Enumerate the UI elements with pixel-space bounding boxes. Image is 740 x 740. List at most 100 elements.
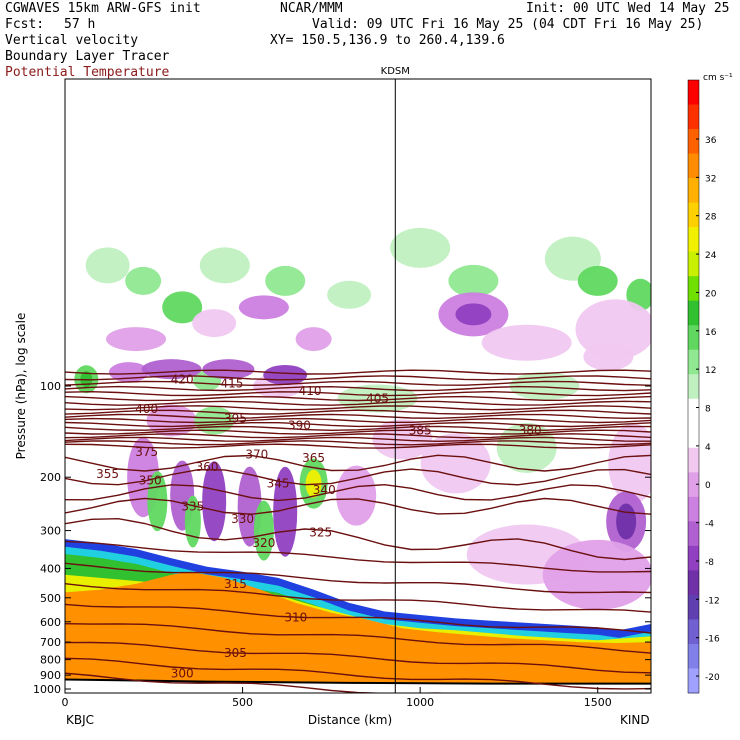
- velocity-blob: [577, 265, 618, 296]
- colorbar-tick-label: 0: [705, 481, 711, 491]
- x-tick-label: 500: [232, 696, 253, 709]
- field-boundary-layer: Boundary Layer Tracer: [5, 49, 170, 64]
- theta-contour: [65, 657, 651, 690]
- theta-contour: [65, 468, 651, 486]
- colorbar-swatch: [688, 227, 699, 253]
- theta-label: 420: [171, 372, 194, 386]
- theta-contour-labels: 420 415 410 405 400 395 390 385 380 375 370 365 360 3…: [96, 372, 542, 680]
- colorbar-swatch: [688, 668, 699, 694]
- theta-contour: [65, 421, 651, 428]
- colorbar-swatch: [688, 545, 699, 571]
- colorbar-tick-label: -12: [705, 596, 720, 606]
- theta-contour: [65, 405, 651, 411]
- valid-time: Valid: 09 UTC Fri 16 May 25 (04 CDT Fri …: [312, 17, 704, 32]
- colorbar-swatch: [688, 447, 699, 473]
- colorbar-tick-label: 24: [705, 251, 717, 261]
- colorbar-swatch: [688, 521, 699, 547]
- theta-label: 300: [171, 667, 194, 681]
- velocity-blob: [192, 309, 237, 338]
- theta-label: 315: [224, 577, 247, 591]
- colorbar-swatch: [688, 104, 699, 130]
- colorbar-swatch: [688, 349, 699, 375]
- theta-label: 370: [245, 447, 268, 461]
- theta-label: 320: [252, 536, 275, 550]
- colorbar-tick-label: 4: [705, 443, 711, 453]
- colorbar-tick-label: -20: [705, 673, 720, 683]
- velocity-blob: [390, 227, 451, 268]
- y-tick-label: 900: [40, 669, 61, 682]
- velocity-blob: [448, 264, 499, 297]
- theta-label: 330: [231, 512, 254, 526]
- theta-contour: [65, 413, 651, 420]
- xy-endpoints: XY= 150.5,136.9 to 260.4,139.6: [270, 33, 505, 48]
- axes: 0 500 1000 15001002003004005006007008009001…: [33, 380, 651, 709]
- velocity-blob: [372, 419, 433, 460]
- theta-contour: [65, 425, 651, 432]
- velocity-blob: [125, 266, 162, 295]
- y-tick-label: 500: [40, 592, 61, 605]
- colorbar-swatch: [688, 80, 699, 106]
- x-tick-label: 1000: [406, 696, 434, 709]
- theta-contour: [65, 540, 651, 573]
- init-time: Init: 00 UTC Wed 14 May 25: [526, 1, 730, 16]
- theta-contour: [65, 375, 651, 381]
- colorbar-swatch: [688, 153, 699, 179]
- theta-contour: [65, 562, 651, 594]
- theta-contour: [65, 390, 651, 397]
- theta-contour: [65, 417, 651, 424]
- theta-contour: [65, 385, 651, 392]
- velocity-blob: [184, 495, 201, 548]
- colorbar-swatch: [688, 619, 699, 645]
- theta-label: 410: [299, 384, 322, 398]
- colorbar-swatch: [688, 398, 699, 424]
- theta-contour: [65, 641, 651, 674]
- theta-label: 405: [366, 392, 389, 406]
- theta-label: 305: [224, 646, 247, 660]
- fcst-label: Fcst:: [5, 17, 45, 32]
- colorbar-swatch: [688, 594, 699, 620]
- theta-label: 375: [135, 445, 158, 459]
- velocity-blob: [575, 299, 651, 360]
- colorbar-tick-label: 8: [705, 405, 711, 415]
- theta-contour: [65, 517, 651, 561]
- colorbar-swatch: [688, 472, 699, 498]
- x-tick-label: 1500: [584, 696, 612, 709]
- velocity-blob: [199, 247, 250, 284]
- colorbar: 36 32 28 24 20 16 12 8 4 0 -4 -8 -12 -16 -20: [687, 79, 720, 694]
- velocity-blob: [162, 291, 203, 324]
- theta-contour: [65, 603, 651, 634]
- velocity-blob: [265, 265, 306, 296]
- colorbar-frame: [687, 79, 700, 694]
- colorbar-tick-label: 36: [705, 136, 717, 146]
- y-tick-label: 400: [40, 562, 61, 575]
- theta-label: 380: [519, 423, 542, 437]
- theta-label: 345: [267, 477, 290, 491]
- org-label: NCAR/MMM: [280, 1, 343, 16]
- colorbar-tick-label: -8: [705, 558, 714, 568]
- velocity-blob: [85, 247, 130, 284]
- theta-label: 335: [181, 500, 204, 514]
- colorbar-tick-label: -16: [705, 635, 720, 645]
- y-tick-label: 100: [40, 380, 61, 393]
- right-endpoint-label: KIND: [620, 713, 650, 727]
- theta-contour: [65, 429, 651, 435]
- y-tick-label: 700: [40, 636, 61, 649]
- theta-label: 385: [409, 423, 432, 437]
- colorbar-tick-label: 32: [705, 174, 716, 184]
- theta-contour: [65, 483, 651, 502]
- fcst-value: 57 h: [64, 17, 96, 32]
- theta-label: 415: [220, 376, 243, 390]
- theta-contour: [65, 409, 651, 415]
- velocity-blob: [263, 365, 308, 386]
- colorbar-swatch: [688, 178, 699, 204]
- colorbar-tick-label: -4: [705, 520, 714, 530]
- colorbar-swatch: [688, 570, 699, 596]
- colorbar-swatch: [688, 374, 699, 400]
- velocity-blob: [455, 303, 492, 326]
- theta-contour: [65, 369, 651, 375]
- theta-contour: [65, 400, 651, 406]
- theta-contours: [65, 369, 651, 693]
- velocity-blob: [327, 280, 372, 309]
- velocity-blob: [106, 327, 167, 352]
